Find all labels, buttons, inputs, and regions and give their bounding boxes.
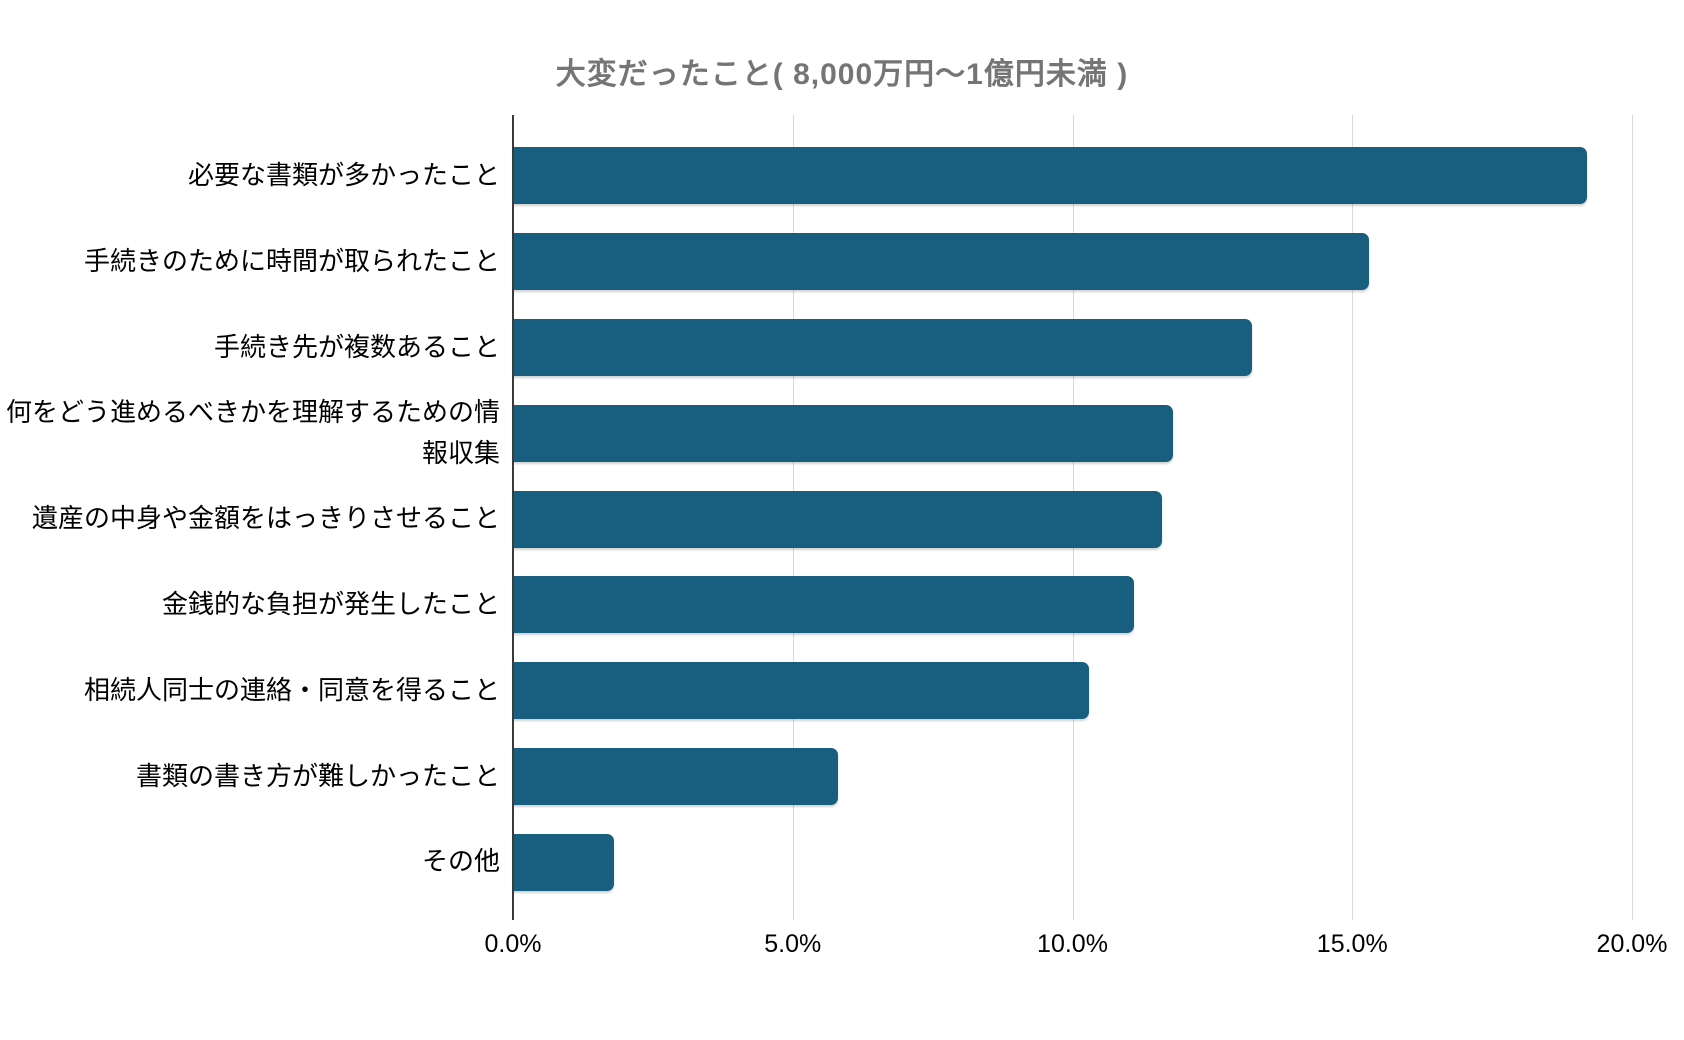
bar-track	[513, 662, 1632, 720]
bar-row: 相続人同士の連絡・同意を得ること	[0, 648, 1684, 734]
bar	[513, 833, 614, 891]
chart-title: 大変だったこと( 8,000万円～1億円未満 )	[555, 58, 1129, 91]
bar-track	[513, 576, 1632, 634]
category-label: 遺産の中身や金額をはっきりさせること	[31, 503, 500, 534]
x-tick-label: 10.0%	[1037, 930, 1108, 958]
bar-row: 書類の書き方が難しかったこと	[0, 733, 1684, 819]
bar-track	[513, 147, 1632, 205]
bar	[513, 233, 1370, 291]
y-axis-line	[512, 115, 514, 920]
bar-track	[513, 747, 1632, 805]
category-label: 何をどう進めるべきかを理解するための情報収集	[5, 396, 500, 469]
x-tick-label: 0.0%	[484, 930, 542, 958]
bar	[513, 318, 1252, 376]
bar-row: 何をどう進めるべきかを理解するための情報収集	[0, 390, 1684, 476]
gridline	[1632, 115, 1633, 920]
x-tick-label: 20.0%	[1596, 930, 1668, 958]
bar-track	[513, 233, 1632, 291]
category-label: その他	[421, 846, 500, 877]
bar	[513, 747, 838, 805]
category-label: 手続き先が複数あること	[213, 331, 500, 362]
category-label: 必要な書類が多かったこと	[187, 160, 500, 191]
x-tick-label: 5.0%	[764, 930, 822, 958]
bar	[513, 404, 1174, 462]
bar-row: 遺産の中身や金額をはっきりさせること	[0, 476, 1684, 562]
category-label: 手続きのために時間が取られたこと	[83, 245, 500, 276]
bar-track	[513, 490, 1632, 548]
bar	[513, 147, 1588, 205]
bar-track	[513, 318, 1632, 376]
bar-track	[513, 833, 1632, 891]
bar-row: 金銭的な負担が発生したこと	[0, 562, 1684, 648]
bar-rows: 必要な書類が多かったこと手続きのために時間が取られたこと手続き先が複数あること何…	[0, 133, 1684, 905]
category-label: 相続人同士の連絡・同意を得ること	[83, 674, 500, 705]
gridline	[1352, 115, 1354, 920]
x-axis: 0.0% 5.0% 10.0% 15.0% 20.0%	[485, 930, 1668, 970]
bar-row: 必要な書類が多かったこと	[0, 133, 1684, 219]
bar	[513, 576, 1135, 634]
bar	[513, 662, 1090, 720]
bar-row: 手続き先が複数あること	[0, 305, 1684, 391]
x-tick-label: 15.0%	[1316, 930, 1388, 958]
bar-track	[513, 404, 1632, 462]
bar	[513, 490, 1163, 548]
category-label: 金銭的な負担が発生したこと	[161, 589, 500, 619]
bar-row: 手続きのために時間が取られたこと	[0, 219, 1684, 305]
category-label: 書類の書き方が難しかったこと	[135, 760, 500, 791]
bar-row: その他	[0, 819, 1684, 905]
